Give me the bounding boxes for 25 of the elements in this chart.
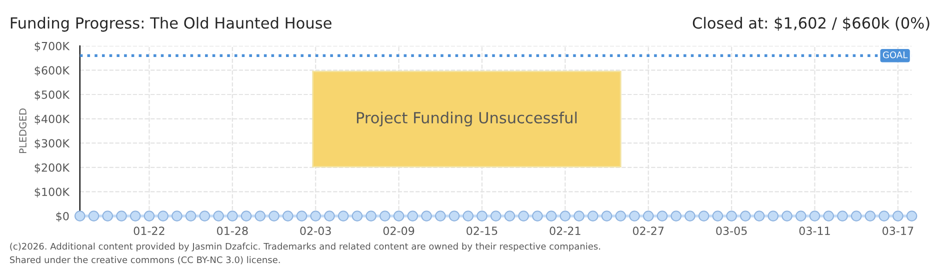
- x-tick-label: 02-21: [550, 226, 580, 236]
- x-tick-label: 02-09: [383, 226, 414, 236]
- y-tick-label: $0: [56, 212, 69, 222]
- y-tick-label: $200K: [34, 163, 70, 174]
- y-tick-label: $700K: [34, 42, 70, 52]
- y-tick-label: $100K: [34, 187, 70, 198]
- x-tick-label: 03-11: [799, 226, 830, 236]
- x-tick-label: 03-17: [882, 226, 914, 236]
- y-tick-label: $600K: [34, 66, 70, 76]
- annotation: Project Funding Unsuccessful: [356, 112, 577, 126]
- y-axis-title: PLEDGED: [19, 108, 26, 154]
- x-tick-label: 02-27: [632, 226, 664, 236]
- x-tick-label: 03-05: [716, 226, 747, 236]
- chart-subtitle: Closed at: $1,602 / $660k (0%): [692, 16, 930, 31]
- y-tick-label: $500K: [34, 90, 70, 100]
- chart-title: Funding Progress: The Old Haunted House: [10, 16, 332, 32]
- y-tick-label: $300K: [34, 138, 70, 149]
- x-tick-label: 02-15: [466, 226, 498, 236]
- text: (c)2026. Additional content provided by Jasmin Dzafcic. Trademarks and related content are owned by their respective companies.: [10, 242, 600, 252]
- x-tick-label: 01-28: [217, 226, 248, 236]
- x-tick-label: 01-22: [134, 226, 164, 236]
- x-tick-label: 02-03: [300, 226, 331, 236]
- y-tick-label: $400K: [34, 114, 70, 125]
- ref-line-label: GOAL: [882, 51, 908, 58]
- text: Shared under the creative commons (CC BY-NC 3.0) license.: [10, 256, 280, 264]
